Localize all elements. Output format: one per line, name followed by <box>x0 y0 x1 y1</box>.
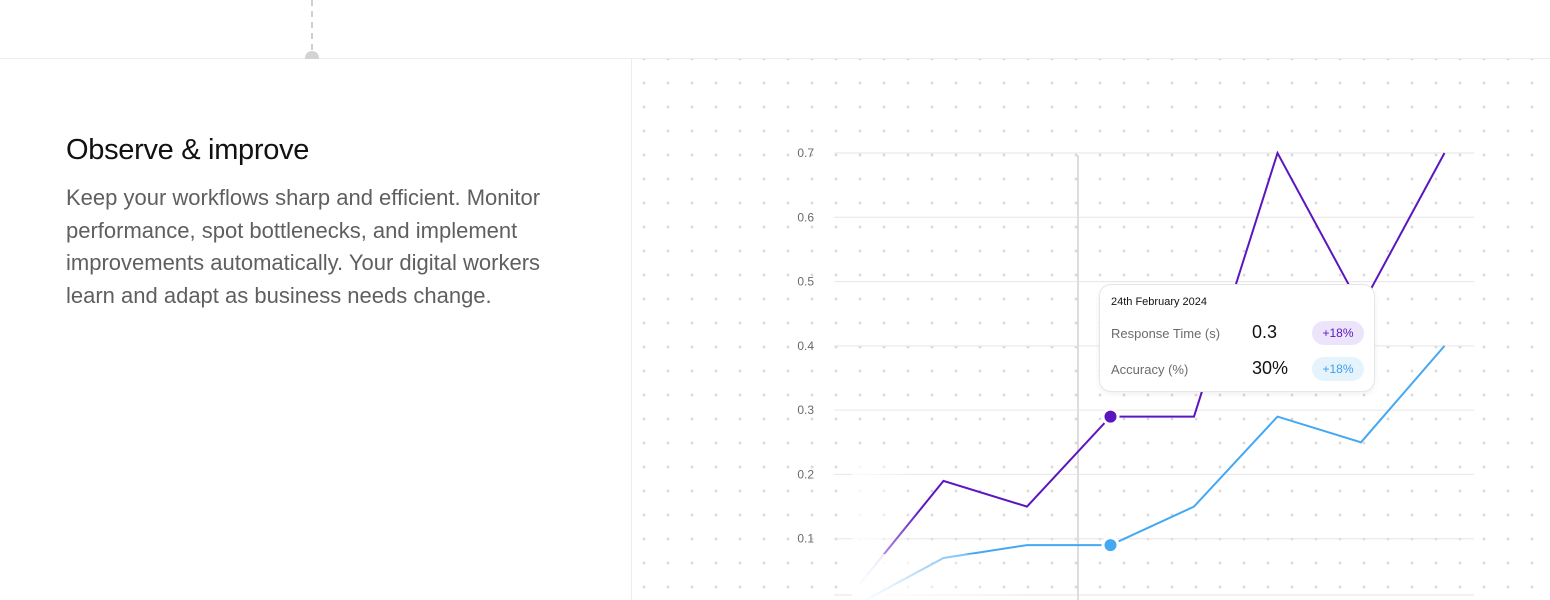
tooltip-row-accuracy: Accuracy (%) 30% +18% <box>1111 357 1365 381</box>
y-tick-label: 0.3 <box>797 403 814 417</box>
tooltip-label: Accuracy (%) <box>1111 362 1189 377</box>
y-tick-label: 0.7 <box>797 146 814 160</box>
section-heading: Observe & improve <box>66 134 310 166</box>
y-tick-label: 0.4 <box>797 339 814 353</box>
tooltip-label: Response Time (s) <box>1111 326 1221 341</box>
line-fade-overlay <box>852 554 1022 600</box>
highlight-point-response-time[interactable] <box>1101 407 1120 426</box>
y-tick-label: 0.2 <box>797 467 814 481</box>
section-description: Keep your workflows sharp and efficient.… <box>66 185 541 308</box>
feature-text-panel: Observe & improve Keep your workflows sh… <box>0 59 632 600</box>
chart-panel: 0.1 0.2 0.3 0.4 0.5 0.6 0.7 <box>632 59 1550 600</box>
chart-tooltip: 24th February 2024 Response Time (s) 0.3… <box>1099 284 1375 392</box>
y-tick-label: 0.1 <box>797 532 814 546</box>
tooltip-row-response-time: Response Time (s) 0.3 +18% <box>1111 321 1365 345</box>
tooltip-value: 0.3 <box>1252 322 1278 342</box>
tooltip-change-badge: +18% <box>1312 321 1364 345</box>
series-line-response-time <box>859 150 1446 585</box>
tooltip-value: 30% <box>1252 358 1289 378</box>
y-tick-label: 0.6 <box>797 210 814 224</box>
y-tick-label: 0.5 <box>797 275 814 289</box>
tooltip-change-badge: +18% <box>1312 357 1364 381</box>
performance-chart: 0.1 0.2 0.3 0.4 0.5 0.6 0.7 <box>797 146 1474 600</box>
top-strip <box>0 0 1550 59</box>
connector-line <box>311 0 313 50</box>
tooltip-date: 24th February 2024 <box>1111 296 1208 308</box>
highlight-point-accuracy[interactable] <box>1101 536 1120 555</box>
